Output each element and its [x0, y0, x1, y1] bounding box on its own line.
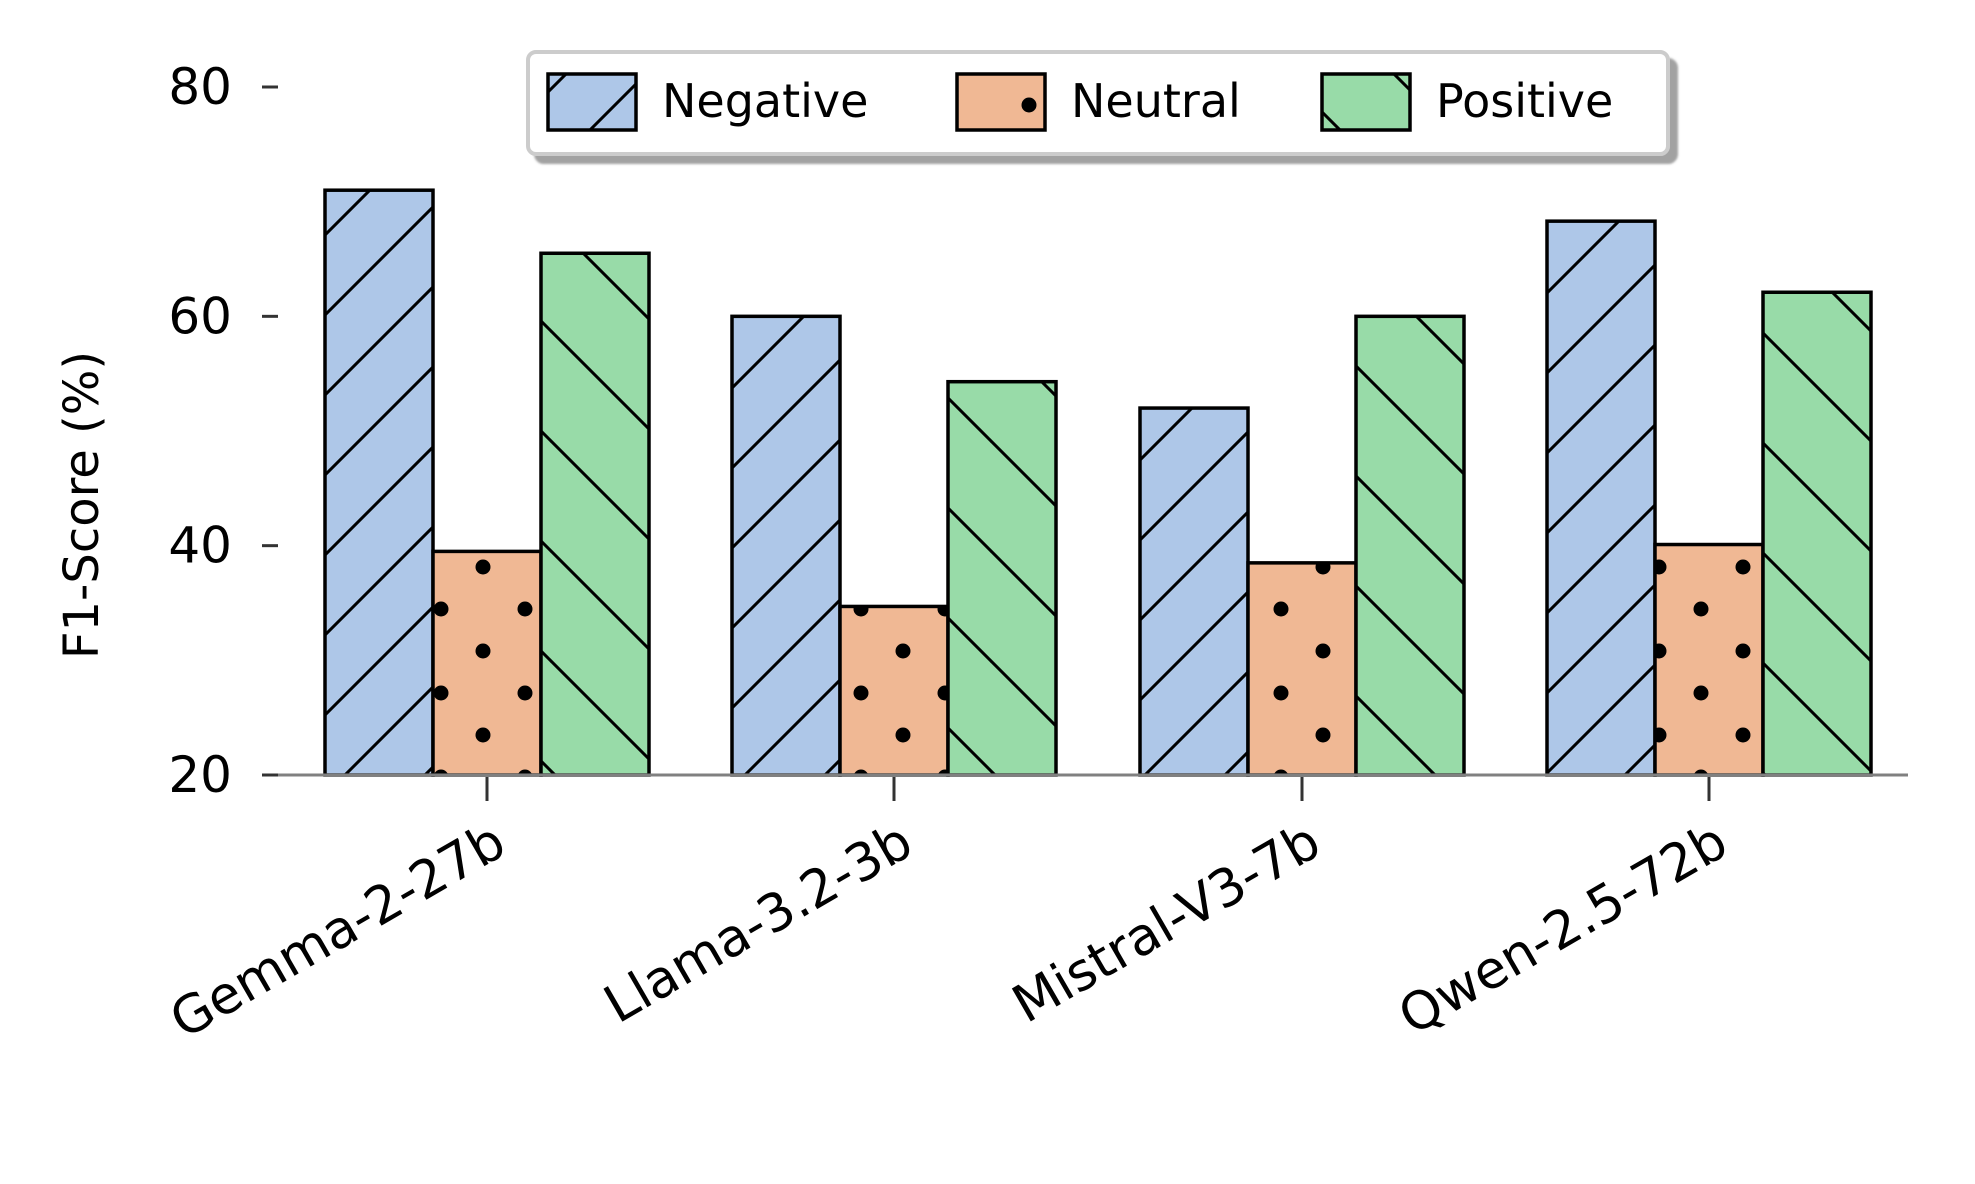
y-tick-label: 60: [168, 287, 232, 345]
y-tick-label: 20: [168, 746, 232, 804]
bar-negative-3: [1545, 219, 1657, 777]
legend-label: Neutral: [1071, 74, 1241, 128]
x-tick-label: Mistral-V3-7b: [1003, 811, 1331, 1035]
bar-positive-0: [539, 251, 651, 777]
x-tick-label: Llama-3.2-3b: [594, 811, 922, 1035]
y-axis-label: F1-Score (%): [54, 351, 110, 659]
x-axis: Gemma-2-27b Llama-3.2-3b Mistral-V3-7b Qwen…: [161, 777, 1738, 1051]
bar-positive-2: [1354, 314, 1466, 777]
legend-label: Negative: [662, 74, 868, 128]
legend-label: Positive: [1436, 74, 1613, 128]
bar-negative-0: [323, 188, 435, 777]
legend: Negative Neutral Positive: [526, 50, 1670, 156]
bar-positive-1: [946, 379, 1058, 777]
legend-item-positive: Positive: [1320, 72, 1613, 132]
legend-swatch: [546, 72, 638, 132]
x-tick-label: Gemma-2-27b: [161, 811, 516, 1051]
bar-positive-3: [1761, 290, 1873, 777]
bar-neutral-0: [431, 549, 543, 777]
legend-swatch: [1320, 72, 1412, 132]
y-tick-label: 80: [168, 58, 232, 116]
bar-neutral-1: [838, 604, 950, 777]
y-axis: 20 40 60 80: [168, 58, 278, 804]
legend-swatch: [955, 72, 1047, 132]
bar-neutral-3: [1653, 542, 1765, 777]
legend-item-negative: Negative: [546, 72, 868, 132]
bar-neutral-2: [1246, 561, 1358, 777]
bars-layer: [323, 188, 1873, 777]
bar-negative-1: [730, 314, 842, 777]
legend-item-neutral: Neutral: [955, 72, 1241, 132]
x-tick-label: Qwen-2.5-72b: [1389, 811, 1738, 1047]
bar-negative-2: [1138, 406, 1250, 777]
y-tick-label: 40: [168, 517, 232, 575]
